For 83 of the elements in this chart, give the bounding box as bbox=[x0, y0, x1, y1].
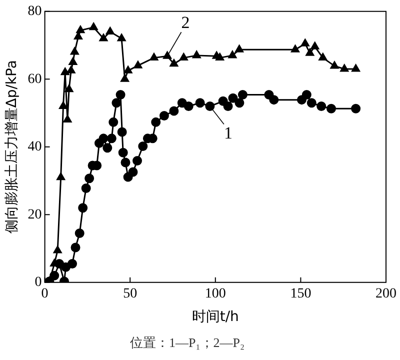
point bbox=[351, 104, 361, 114]
point bbox=[106, 134, 116, 144]
point bbox=[306, 48, 314, 56]
point bbox=[151, 117, 161, 127]
point bbox=[195, 98, 205, 108]
point bbox=[269, 95, 279, 105]
point bbox=[74, 228, 84, 238]
point bbox=[179, 53, 188, 61]
point bbox=[70, 47, 79, 55]
point bbox=[118, 148, 128, 158]
point bbox=[216, 53, 224, 61]
point bbox=[60, 68, 70, 76]
point bbox=[235, 44, 244, 52]
point bbox=[56, 172, 66, 180]
point bbox=[316, 102, 326, 111]
point bbox=[53, 246, 62, 254]
point bbox=[120, 74, 130, 82]
point bbox=[138, 141, 148, 151]
y-tick-label: 60 bbox=[28, 72, 42, 87]
point bbox=[223, 102, 233, 111]
point bbox=[192, 50, 201, 58]
x-tick-label: 200 bbox=[376, 286, 396, 302]
x-tick-label: 150 bbox=[290, 286, 312, 302]
series-label: 2 bbox=[181, 13, 190, 32]
point bbox=[78, 203, 88, 213]
point bbox=[106, 26, 114, 34]
point bbox=[310, 42, 320, 50]
point bbox=[150, 53, 158, 61]
y-axis-title: 侧向膨胀土压力增量Δp/kPa bbox=[4, 60, 20, 234]
point bbox=[81, 183, 91, 193]
point bbox=[84, 174, 94, 184]
point bbox=[68, 57, 78, 65]
point bbox=[228, 50, 237, 58]
point bbox=[205, 102, 215, 111]
y-tick-label: 40 bbox=[28, 140, 42, 155]
point bbox=[291, 44, 300, 52]
point bbox=[112, 98, 122, 108]
point bbox=[99, 34, 108, 42]
point bbox=[318, 53, 328, 61]
point bbox=[170, 59, 178, 67]
point bbox=[116, 90, 126, 100]
point bbox=[326, 104, 336, 114]
point bbox=[128, 167, 138, 177]
point bbox=[68, 259, 78, 269]
point bbox=[117, 127, 127, 137]
text: 位置：1—P₁；2—P₂ bbox=[130, 334, 245, 352]
x-tick-label: 50 bbox=[123, 286, 138, 302]
legend-label: 1 bbox=[224, 123, 232, 142]
point bbox=[117, 34, 126, 42]
point bbox=[70, 242, 80, 252]
point bbox=[340, 64, 349, 72]
point bbox=[124, 66, 132, 74]
x-axis-title: 时间t/h bbox=[192, 309, 239, 326]
point bbox=[302, 90, 312, 100]
point bbox=[74, 32, 82, 40]
y-tick-label: 80 bbox=[28, 4, 42, 20]
point bbox=[330, 61, 339, 69]
point bbox=[228, 93, 238, 103]
point bbox=[352, 64, 360, 72]
y-tick-label: 20 bbox=[28, 207, 42, 222]
point bbox=[108, 117, 118, 127]
point bbox=[132, 156, 142, 166]
point bbox=[169, 106, 179, 116]
y-tick-label: 0 bbox=[34, 275, 42, 290]
point bbox=[159, 110, 169, 120]
point bbox=[63, 115, 72, 123]
point bbox=[59, 102, 68, 109]
point bbox=[98, 134, 108, 144]
point bbox=[89, 22, 98, 30]
point bbox=[234, 98, 244, 108]
point bbox=[184, 102, 194, 111]
point bbox=[163, 51, 172, 59]
x-tick-label: 100 bbox=[204, 286, 226, 302]
point bbox=[64, 84, 74, 92]
point bbox=[102, 143, 112, 153]
point bbox=[238, 90, 248, 100]
point bbox=[300, 38, 310, 46]
point bbox=[50, 270, 60, 280]
point bbox=[134, 60, 142, 68]
point bbox=[120, 158, 130, 168]
point bbox=[76, 26, 85, 34]
point bbox=[66, 66, 76, 74]
point bbox=[306, 98, 316, 108]
